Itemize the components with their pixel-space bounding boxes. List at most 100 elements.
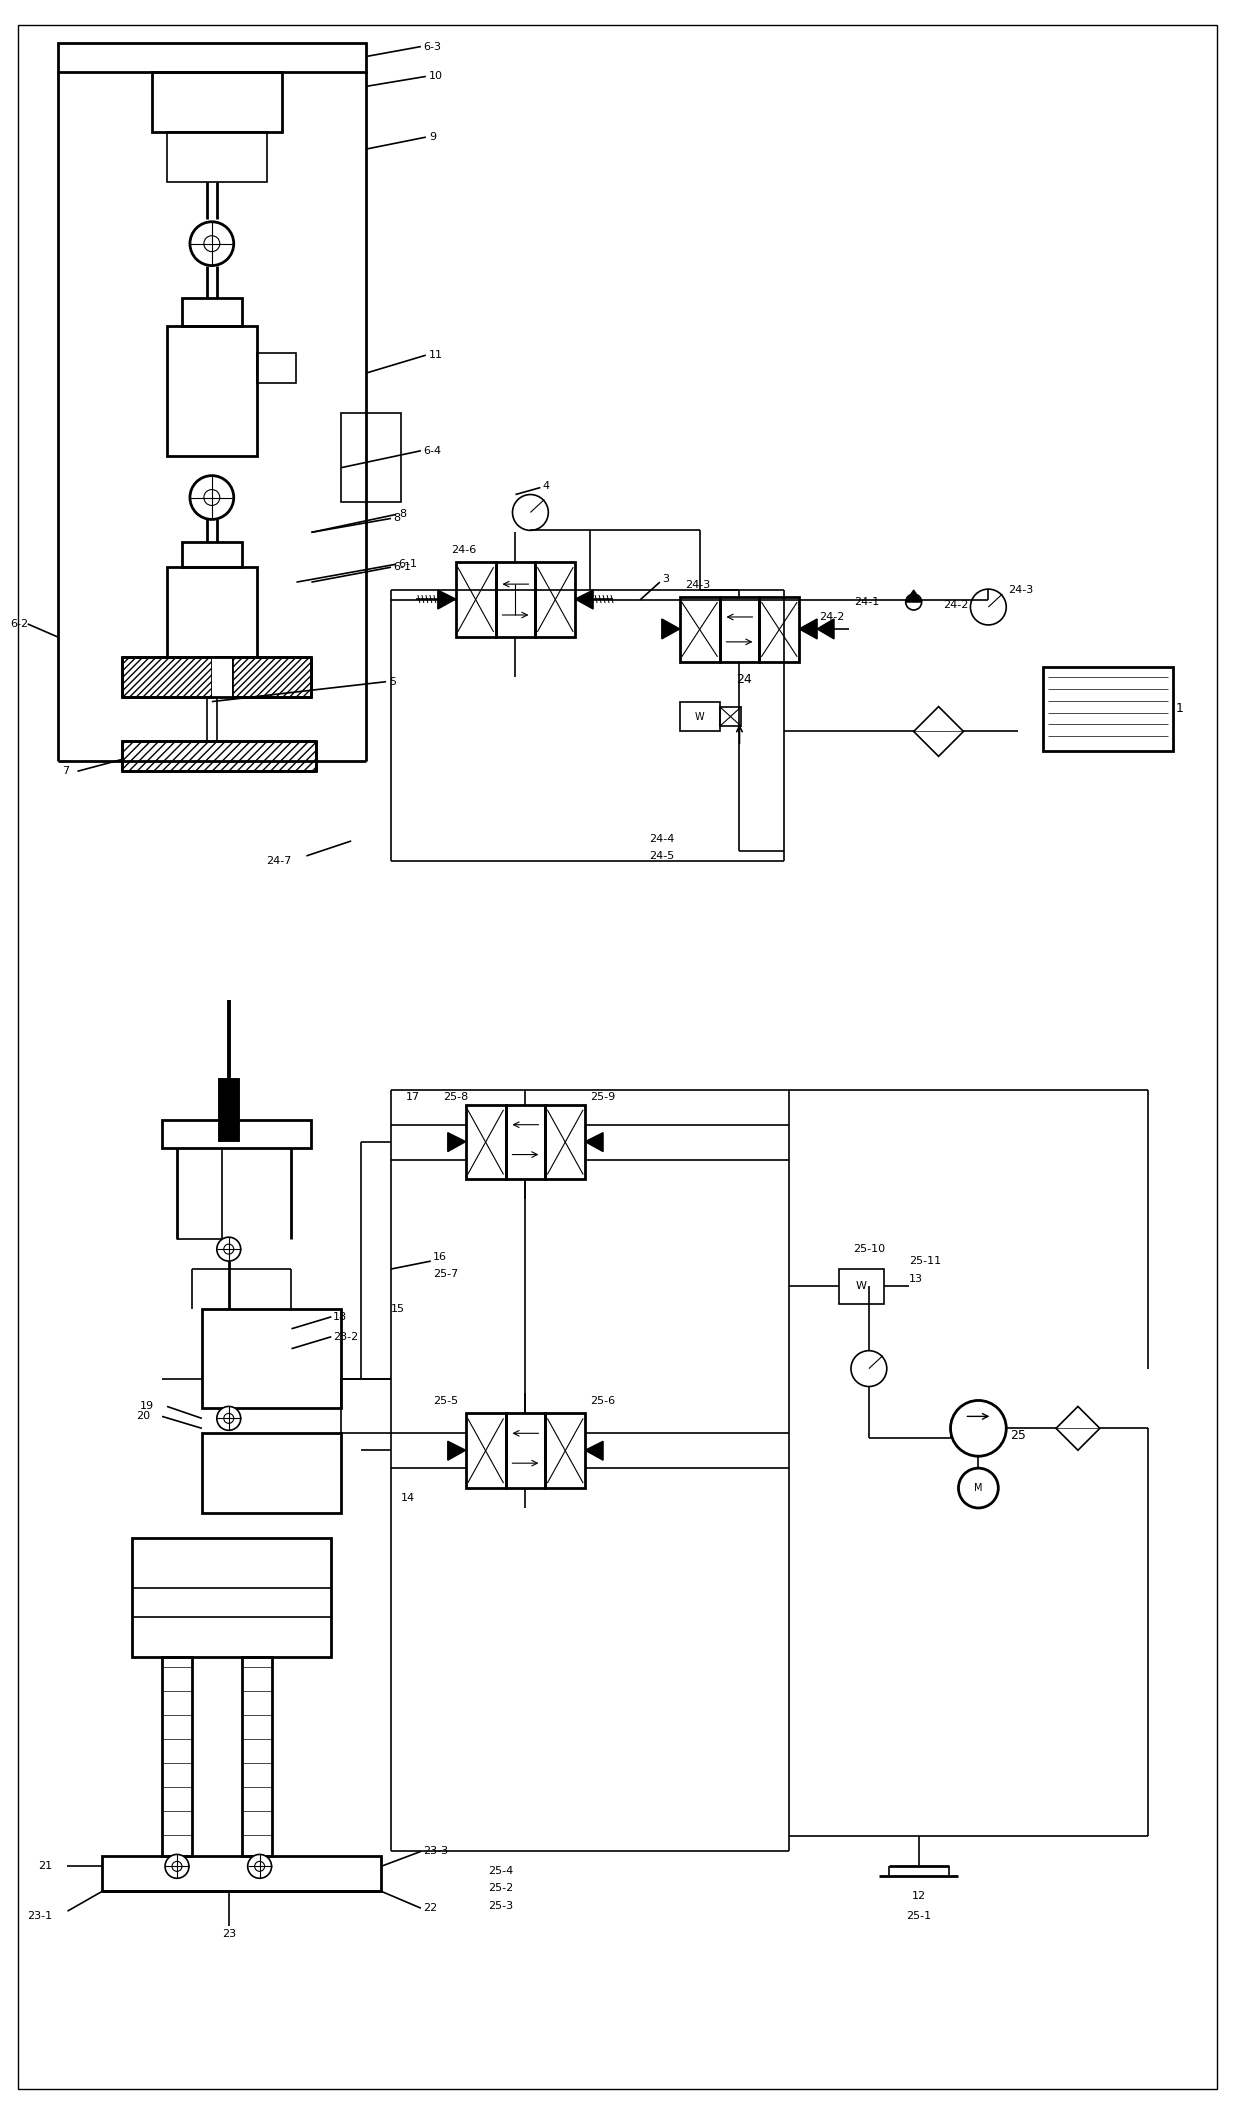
- Text: 24-5: 24-5: [650, 852, 675, 860]
- Bar: [103, 1856, 381, 1892]
- Polygon shape: [438, 590, 456, 609]
- Bar: [496, 562, 536, 636]
- Bar: [182, 298, 242, 326]
- Bar: [167, 133, 267, 182]
- Text: 25-1: 25-1: [906, 1911, 931, 1922]
- Text: 6-3: 6-3: [423, 42, 441, 51]
- Bar: [680, 596, 719, 662]
- Bar: [839, 1268, 884, 1304]
- Circle shape: [971, 590, 1007, 626]
- Polygon shape: [1056, 1406, 1100, 1450]
- Bar: [536, 562, 575, 636]
- Text: W: W: [856, 1281, 867, 1292]
- Text: 25-11: 25-11: [909, 1256, 941, 1266]
- Text: 6⁠-⁠1: 6⁠-⁠1: [399, 560, 417, 569]
- Bar: [466, 1106, 506, 1180]
- Polygon shape: [662, 619, 680, 638]
- Text: 23: 23: [222, 1930, 236, 1939]
- Text: 25-7: 25-7: [433, 1268, 458, 1279]
- Circle shape: [190, 476, 233, 520]
- Text: 23-3: 23-3: [423, 1846, 448, 1856]
- Bar: [153, 72, 281, 133]
- Text: 25-5: 25-5: [433, 1397, 459, 1406]
- Circle shape: [248, 1854, 272, 1879]
- Text: 24-2: 24-2: [820, 611, 844, 622]
- Text: 12: 12: [911, 1892, 926, 1900]
- Bar: [719, 706, 742, 727]
- Bar: [506, 1414, 546, 1488]
- Text: 1: 1: [1176, 702, 1183, 715]
- Text: 5: 5: [389, 676, 396, 687]
- Text: 9: 9: [429, 133, 436, 142]
- Circle shape: [217, 1406, 241, 1431]
- Text: 25-2: 25-2: [487, 1884, 513, 1894]
- Bar: [232, 657, 311, 698]
- Bar: [219, 1080, 238, 1139]
- Text: 25-9: 25-9: [590, 1091, 615, 1101]
- Circle shape: [951, 1399, 1007, 1457]
- Polygon shape: [817, 619, 835, 638]
- Bar: [719, 596, 759, 662]
- Text: 25: 25: [1011, 1429, 1027, 1442]
- Circle shape: [203, 490, 219, 505]
- Circle shape: [217, 1237, 241, 1262]
- Text: 13: 13: [909, 1275, 923, 1283]
- Text: 17: 17: [405, 1091, 420, 1101]
- Polygon shape: [448, 1133, 466, 1152]
- Text: 24-3: 24-3: [684, 579, 711, 590]
- Text: 6-2: 6-2: [11, 619, 29, 630]
- Text: 24-1: 24-1: [854, 596, 879, 607]
- Circle shape: [905, 594, 921, 611]
- Text: 6-4: 6-4: [423, 446, 441, 457]
- Text: 25-3: 25-3: [489, 1900, 513, 1911]
- Text: 23-2: 23-2: [334, 1332, 358, 1342]
- Text: 25-4: 25-4: [487, 1867, 513, 1877]
- Bar: [546, 1414, 585, 1488]
- Bar: [167, 567, 257, 657]
- Text: 11: 11: [429, 351, 443, 359]
- Text: 24-4: 24-4: [650, 835, 675, 843]
- Text: 10: 10: [429, 72, 443, 82]
- Bar: [506, 1106, 546, 1180]
- Bar: [242, 1657, 272, 1856]
- Polygon shape: [905, 590, 921, 602]
- Bar: [759, 596, 800, 662]
- Polygon shape: [575, 590, 593, 609]
- Text: 24: 24: [737, 672, 753, 687]
- Text: 25-6: 25-6: [590, 1397, 615, 1406]
- Text: 25-10: 25-10: [853, 1245, 885, 1254]
- Circle shape: [203, 235, 219, 252]
- Polygon shape: [585, 1133, 603, 1152]
- Text: 21: 21: [38, 1860, 52, 1871]
- Polygon shape: [914, 706, 963, 757]
- Bar: [341, 412, 401, 503]
- Text: 19: 19: [140, 1402, 154, 1412]
- Circle shape: [959, 1467, 998, 1507]
- Bar: [202, 1433, 341, 1514]
- Text: 23-1: 23-1: [27, 1911, 52, 1922]
- Text: 20: 20: [136, 1412, 150, 1421]
- Text: 6-1: 6-1: [393, 562, 410, 573]
- Polygon shape: [585, 1442, 603, 1461]
- Bar: [57, 42, 366, 72]
- Circle shape: [254, 1862, 264, 1871]
- Text: 24-2: 24-2: [944, 600, 968, 611]
- Bar: [456, 562, 496, 636]
- Text: W: W: [694, 712, 704, 721]
- Polygon shape: [800, 619, 817, 638]
- Circle shape: [851, 1351, 887, 1387]
- Bar: [202, 1309, 341, 1408]
- Text: 4: 4: [542, 480, 549, 490]
- Bar: [123, 742, 316, 772]
- Circle shape: [165, 1854, 188, 1879]
- Bar: [162, 1120, 311, 1148]
- Circle shape: [172, 1862, 182, 1871]
- Text: 8: 8: [393, 514, 401, 524]
- Bar: [123, 657, 212, 698]
- Text: 24-6: 24-6: [451, 545, 476, 556]
- Polygon shape: [448, 1442, 466, 1461]
- Text: 3: 3: [662, 575, 668, 583]
- Bar: [680, 702, 719, 731]
- Bar: [167, 326, 257, 457]
- Bar: [1043, 666, 1173, 750]
